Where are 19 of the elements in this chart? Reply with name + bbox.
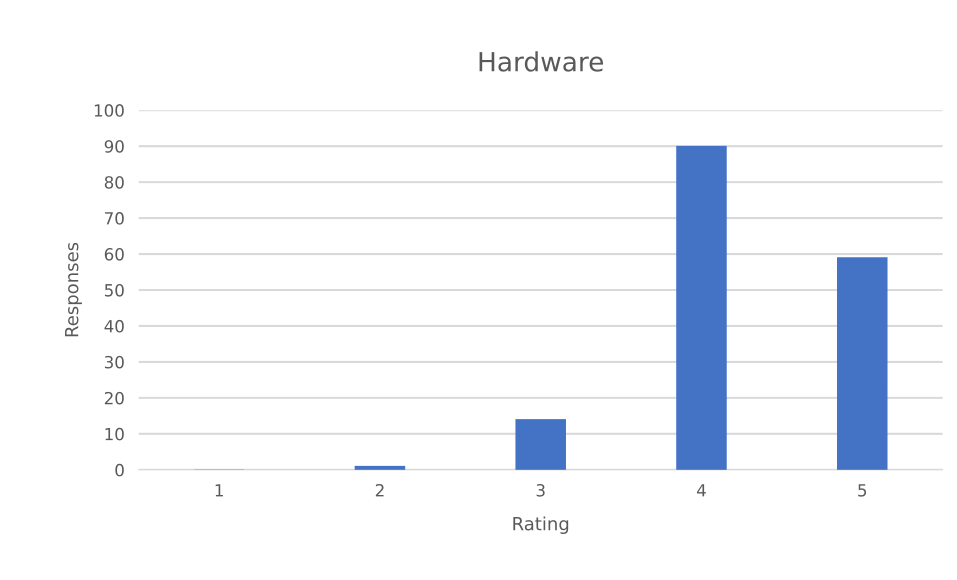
y-tick-label: 30	[104, 356, 124, 368]
x-tick-label: 4	[696, 484, 706, 496]
y-tick-label: 80	[104, 176, 124, 189]
y-tick-label: 90	[104, 140, 124, 153]
x-axis-title: Rating	[513, 516, 568, 534]
y-tick-label: 60	[104, 248, 124, 261]
y-tick-label: 70	[105, 212, 124, 225]
y-tick-label: 20	[104, 392, 124, 404]
x-tick-label: 2	[376, 484, 384, 496]
y-tick-label: 100	[94, 104, 124, 117]
y-tick-label: 0	[115, 464, 124, 476]
y-tick-label: 10	[106, 428, 124, 440]
chart-title: Hardware	[480, 51, 603, 72]
x-tick-label: 3	[536, 484, 545, 497]
x-tick-label: 1	[216, 484, 223, 496]
x-tick-label: 5	[858, 484, 866, 497]
y-tick-label: 50	[104, 284, 124, 297]
y-tick-label: 40	[104, 320, 124, 333]
y-axis-title: Responses	[65, 242, 82, 336]
